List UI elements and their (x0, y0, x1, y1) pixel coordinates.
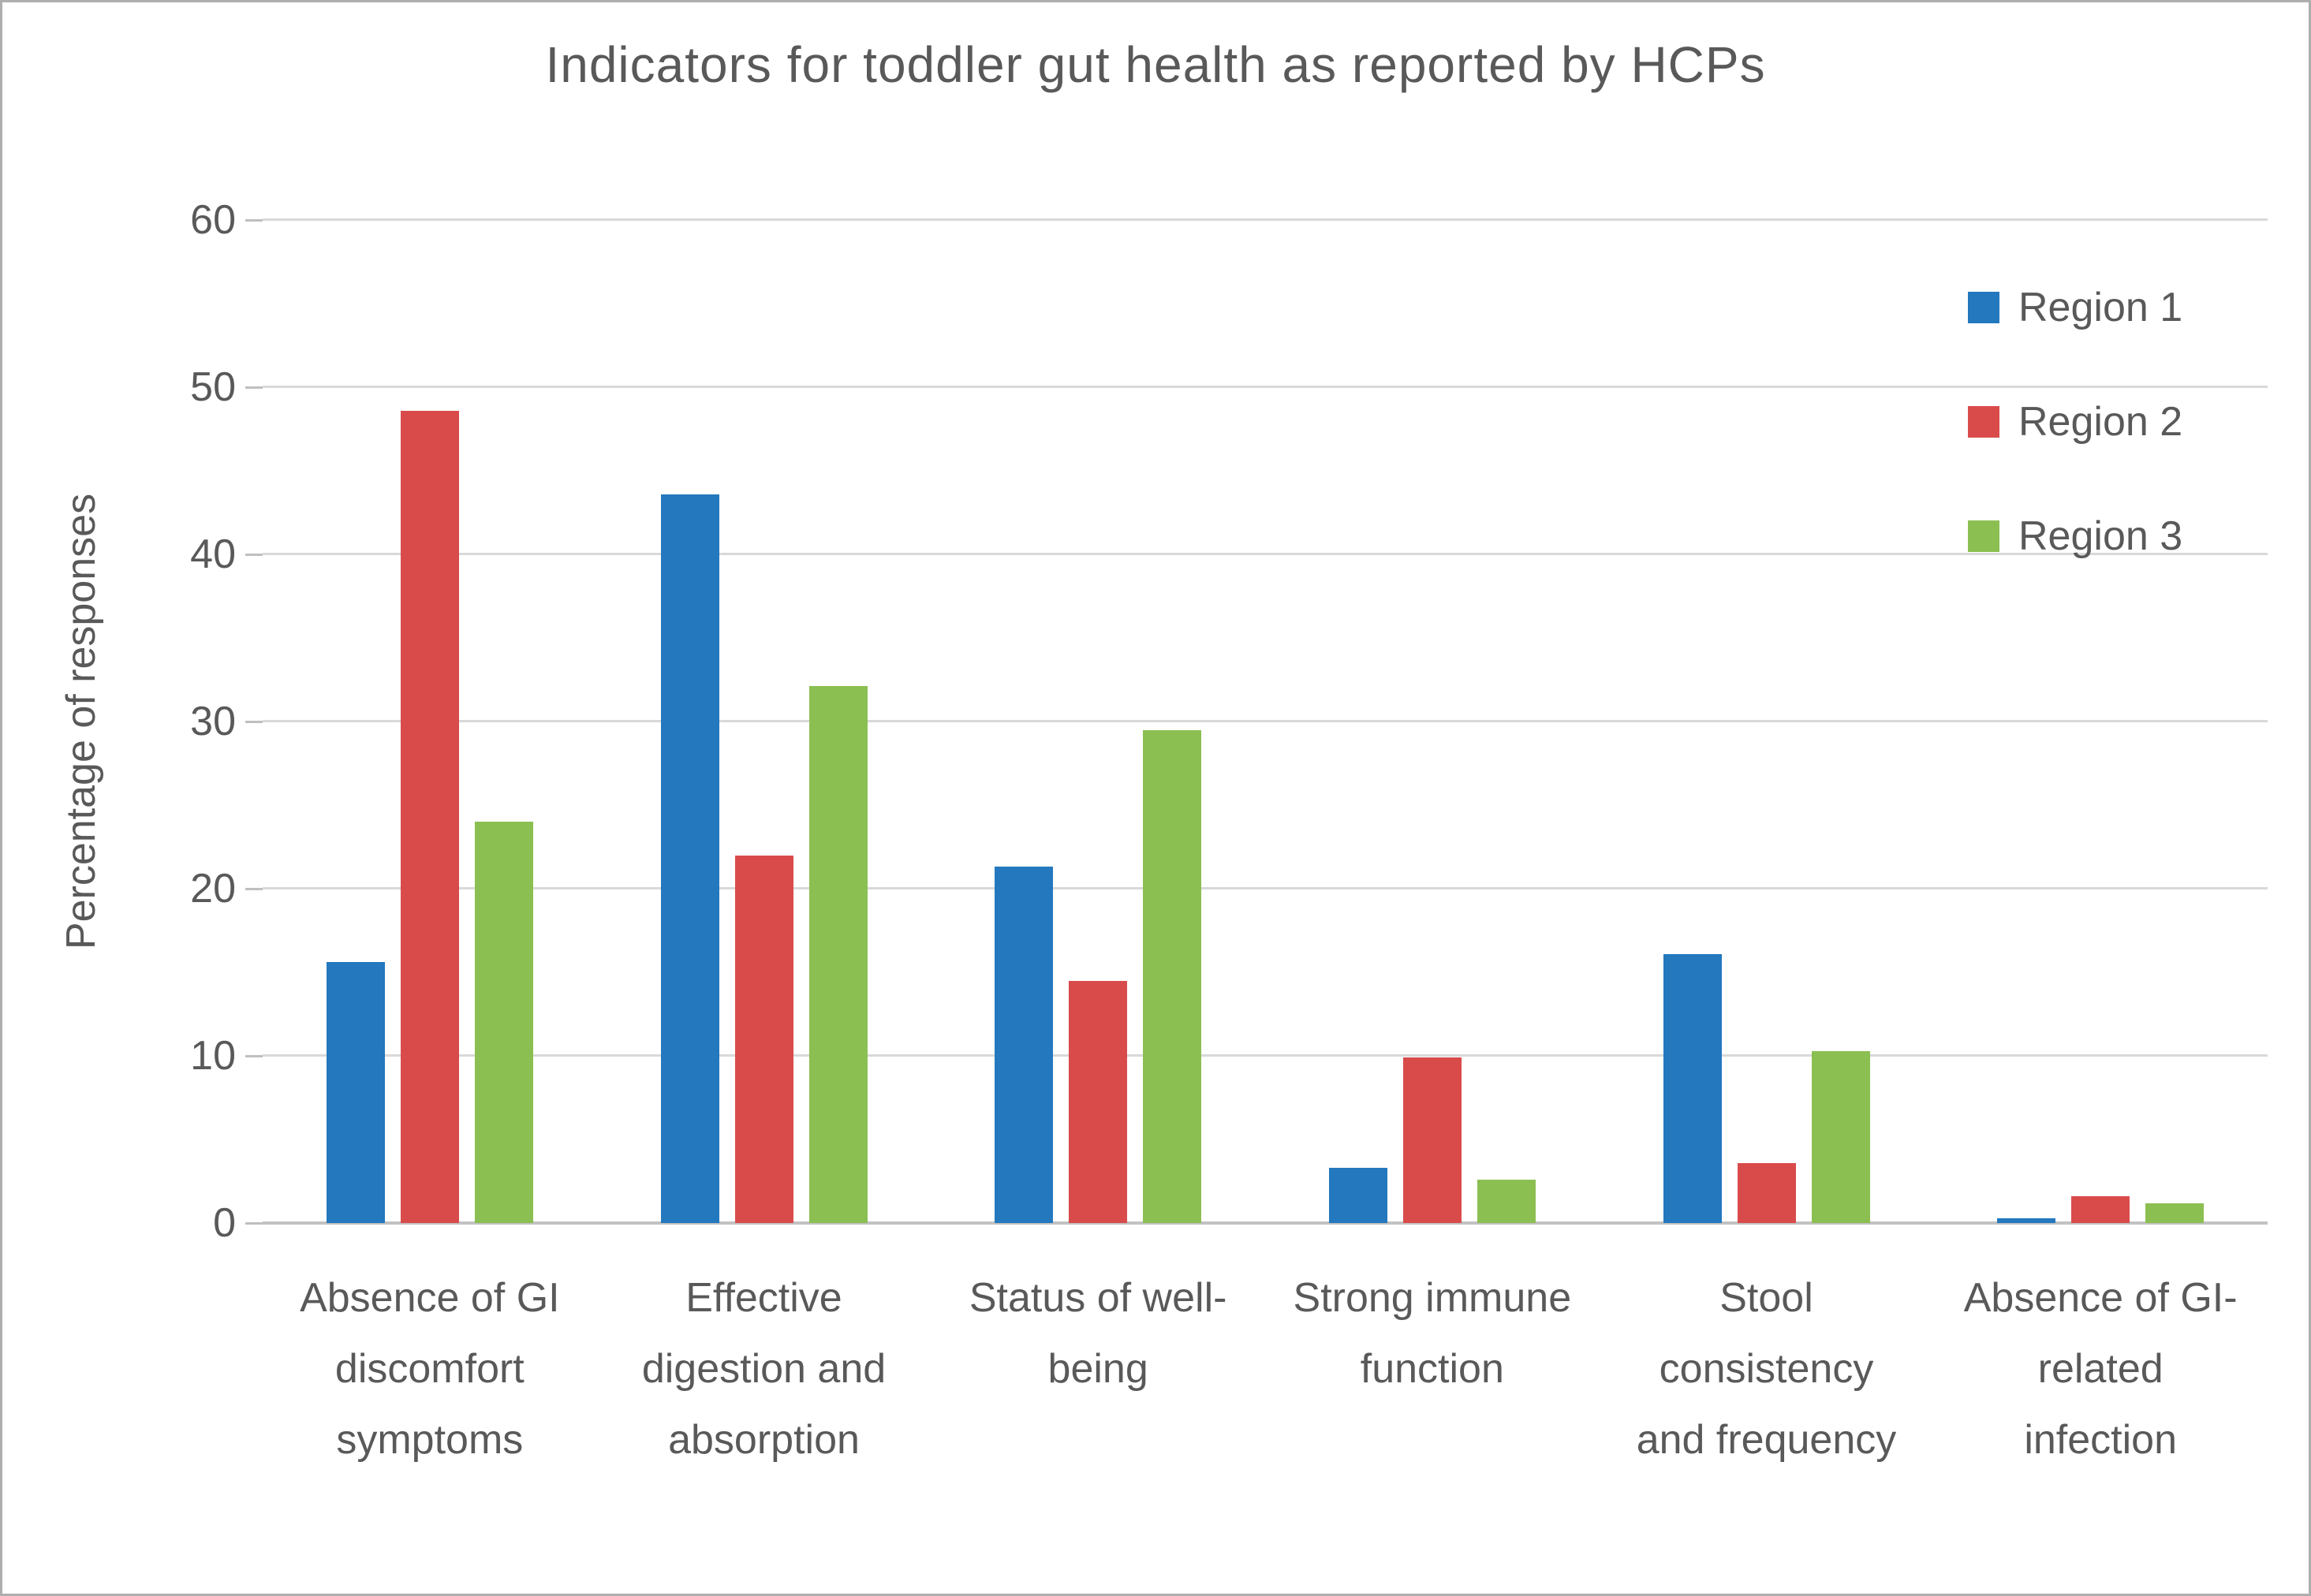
legend-swatch-region-1 (1968, 292, 1999, 323)
y-gridline (263, 218, 2268, 221)
bar-region-1 (1997, 1218, 2056, 1223)
y-gridline (263, 720, 2268, 722)
legend-swatch-region-3 (1968, 520, 1999, 552)
y-gridline (263, 1054, 2268, 1057)
y-axis-tick (245, 1222, 263, 1225)
y-axis-tick (245, 888, 263, 890)
bar-region-1 (1663, 953, 1722, 1223)
y-tick-label: 60 (190, 197, 236, 243)
x-category-label: Strong immune function (1293, 1275, 1572, 1392)
x-axis-line (263, 1221, 2268, 1225)
bar-region-2 (1737, 1162, 1796, 1223)
y-tick-label: 50 (190, 364, 236, 410)
bar-region-3 (1477, 1179, 1536, 1223)
y-tick-label: 0 (213, 1200, 236, 1246)
legend-label: Region 3 (2018, 513, 2183, 559)
y-gridline (263, 887, 2268, 889)
y-tick-label: 20 (190, 866, 236, 912)
bar-region-3 (1811, 1050, 1870, 1223)
bar-region-3 (474, 822, 533, 1223)
bar-region-2 (734, 855, 793, 1223)
x-category-label: Status of well- being (969, 1275, 1227, 1392)
y-tick-label: 10 (190, 1033, 236, 1079)
legend-label: Region 2 (2018, 399, 2183, 445)
bar-region-1 (660, 494, 719, 1223)
y-axis-tick (245, 554, 263, 556)
bar-region-2 (2071, 1196, 2130, 1223)
bar-region-2 (400, 410, 459, 1223)
y-tick-label: 40 (190, 531, 236, 577)
bar-region-1 (995, 867, 1054, 1223)
y-axis-tick (245, 721, 263, 723)
bar-region-1 (1328, 1168, 1387, 1223)
legend-label: Region 1 (2018, 285, 2183, 330)
legend-entry: Region 1 (1968, 284, 2182, 330)
x-category-label: Stool consistency and frequency (1636, 1275, 1897, 1463)
legend-entry: Region 3 (1968, 513, 2182, 559)
y-axis-tick (245, 1055, 263, 1057)
legend-entry: Region 2 (1968, 398, 2182, 445)
x-category-label: Absence of GI discomfort symptoms (300, 1275, 560, 1463)
y-gridline (263, 553, 2268, 555)
y-gridline (263, 386, 2268, 388)
legend-swatch-region-2 (1968, 406, 1999, 438)
y-axis-tick (245, 386, 263, 389)
bar-region-3 (2145, 1203, 2205, 1223)
bar-region-3 (1143, 729, 1202, 1223)
bar-region-1 (326, 962, 385, 1223)
x-category-label: Effective digestion and absorption (641, 1275, 887, 1463)
bar-region-2 (1402, 1057, 1462, 1223)
y-axis-tick (245, 219, 263, 222)
y-tick-label: 30 (190, 699, 236, 744)
x-category-label: Absence of GI- related infection (1963, 1275, 2238, 1463)
y-axis-title: Percentage of responses (58, 493, 104, 950)
bar-region-3 (808, 686, 868, 1223)
bar-region-2 (1069, 980, 1128, 1223)
chart-title: Indicators for toddler gut health as rep… (545, 36, 1766, 93)
